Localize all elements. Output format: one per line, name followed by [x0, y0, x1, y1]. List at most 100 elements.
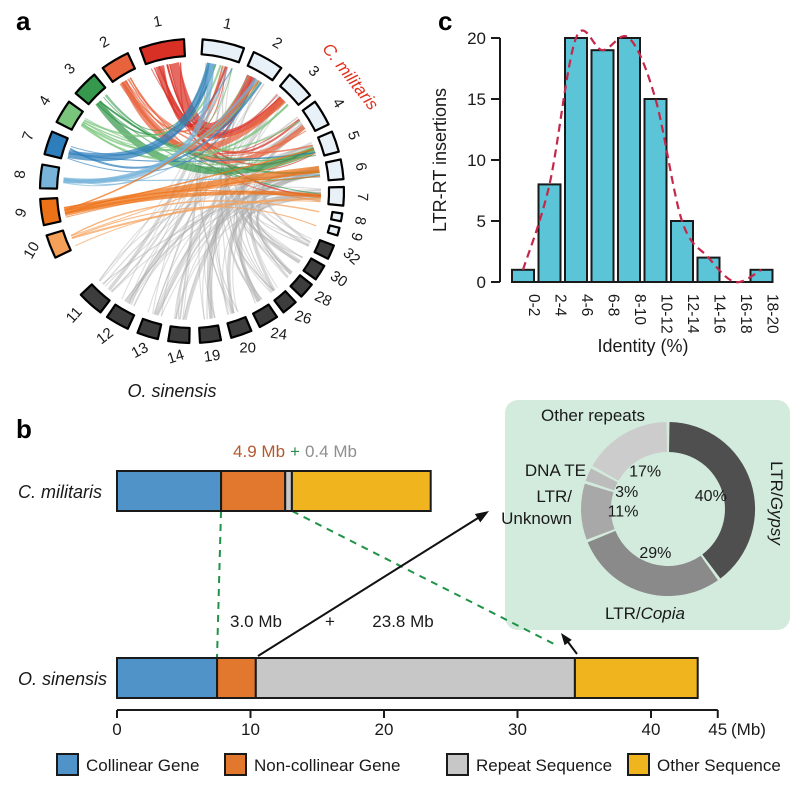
histogram-bars: [511, 37, 774, 284]
legend-label-other: Other Sequence: [657, 756, 781, 775]
synteny-link: [233, 127, 305, 303]
chromosome-segments: [38, 38, 346, 345]
annotation-c-militaris: 4.9 Mb +0.4 Mb: [233, 442, 357, 461]
chromosome-segment-3d3d3d: [252, 303, 279, 329]
synteny-link: [71, 197, 321, 240]
panel-c-histogram: c 0 5 10 15 20 0-2 2-4 4-6 6-8 8-10 10-12 12-14 14-…: [430, 6, 781, 356]
legend-swatch-noncollinear: [224, 753, 247, 776]
chromosome-segment-e9f1f8: [246, 51, 283, 82]
chromosome-segment-e9f1f8: [317, 130, 340, 157]
left-species-label: O. sinensis: [127, 381, 216, 401]
donut-slice-ltr-unknown: [581, 483, 615, 540]
synteny-link: [64, 148, 315, 212]
x-tick-label-20: 20: [375, 720, 394, 739]
chromosome-segment-d93025: [138, 38, 186, 66]
chromosome-segment-3d3d3d: [198, 324, 223, 344]
histogram-bar-2-4: [537, 183, 562, 283]
donut-slice-ltr-copia: [587, 530, 718, 597]
synteny-link: [174, 126, 305, 320]
mb-axis: 0 10 20 30 40 45: [112, 709, 727, 739]
chromosome-segment-3d3d3d: [302, 257, 326, 281]
synteny-link: [81, 80, 261, 152]
synteny-link: [71, 206, 317, 239]
o-sinensis-chr-label-4: 4: [36, 93, 55, 109]
o-sinensis-chr-label-1: 1: [152, 13, 163, 31]
row-species-o-sinensis: O. sinensis: [18, 669, 107, 689]
panel-c-letter: c: [438, 6, 452, 36]
synteny-link: [254, 174, 321, 240]
y-tick-label: 20: [467, 29, 486, 48]
synteny-link: [70, 200, 320, 237]
c-militaris-chr-label-1: 1: [222, 15, 234, 33]
histogram-bar-12-14: [670, 220, 694, 283]
legend-swatch-repeat: [446, 753, 469, 776]
chromosome-segment-36984d: [74, 73, 107, 106]
donut-pct-17: 17%: [629, 463, 661, 480]
synteny-link: [99, 100, 322, 195]
y-tick-label: 15: [467, 90, 486, 109]
synteny-link: [63, 79, 258, 185]
chromosome-segment-78b4d9: [38, 163, 61, 190]
x-tick-label-14-16: 14-16: [711, 294, 728, 334]
synteny-link: [156, 100, 285, 316]
o-sinensis-chr-label-12: 12: [93, 324, 117, 348]
c-militaris-chr-label-6: 6: [352, 161, 370, 172]
bar-segment-other: [290, 470, 432, 512]
synteny-link: [237, 189, 322, 302]
x-tick-label-10: 10: [241, 720, 260, 739]
arrow-to-junction-line: [567, 641, 578, 655]
annotation-o-sinensis-plus: +: [325, 612, 335, 631]
histogram-bar-8-10: [617, 37, 641, 283]
c-militaris-chr-label-3: 3: [305, 62, 323, 80]
o-sinensis-chr-label-19: 19: [203, 347, 222, 366]
histogram-axes: 0 5 10 15 20: [467, 29, 501, 292]
o-sinensis-chr-label-2: 2: [97, 33, 113, 52]
synteny-link: [95, 100, 316, 175]
green-dashed-connector-2: [291, 510, 559, 647]
synteny-link: [74, 200, 321, 247]
donut-slice-ltr-gypsy: [669, 422, 756, 579]
synteny-link: [64, 170, 320, 208]
arrow-to-inset-line: [257, 517, 479, 657]
axis-unit-label: (Mb): [731, 720, 766, 739]
green-dashed-connector-1: [216, 510, 222, 659]
chromosome-segment-ed7117: [39, 197, 62, 227]
donut-label-ltr-copia: LTR/Copia: [605, 604, 685, 623]
c-militaris-chr-label-2: 2: [269, 34, 285, 53]
connector-lines-and-arrows: [216, 510, 578, 659]
synteny-link: [63, 66, 229, 187]
chromosome-segment-3d3d3d: [136, 317, 163, 341]
chromosome-segment-3d3d3d: [289, 274, 313, 298]
c-militaris-chr-label-5: 5: [344, 129, 363, 142]
o-sinensis-chr-label-24: 24: [269, 325, 288, 344]
synteny-link: [222, 169, 320, 315]
x-tick-label-40: 40: [642, 720, 661, 739]
x-tick-label-45: 45: [708, 720, 727, 739]
synteny-link: [63, 78, 259, 184]
o-sinensis-chr-label-8: 8: [11, 169, 29, 179]
chromosome-segment-e9f1f8: [200, 38, 246, 64]
legend-swatch-collinear: [56, 753, 79, 776]
histogram-bar-0-2: [511, 268, 535, 283]
synteny-link: [111, 173, 321, 293]
bar-segment-collinear: [116, 470, 223, 512]
arrow-to-inset-head: [474, 511, 489, 523]
o-sinensis-chr-label-9: 9: [12, 206, 31, 220]
chromosome-segment-e9f1f8: [330, 210, 344, 223]
legend-label-collinear: Collinear Gene: [86, 756, 199, 775]
chromosome-segment-e9f1f8: [327, 185, 346, 207]
o-sinensis-chr-label-11: 11: [63, 304, 86, 327]
x-tick-label-8-10: 8-10: [631, 294, 648, 325]
x-tick-label-4-6: 4-6: [578, 294, 595, 316]
row-species-c-militaris: C. militaris: [18, 482, 102, 502]
x-tick-label-30: 30: [508, 720, 527, 739]
o-sinensis-chr-label-3: 3: [61, 60, 79, 78]
legend-label-noncollinear: Non-collinear Gene: [254, 756, 400, 775]
o-sinensis-chr-label-10: 10: [20, 239, 43, 262]
histogram-bar-6-8: [590, 49, 615, 284]
bar-segment-repeat: [284, 470, 293, 512]
y-axis-title: LTR-RT insertions: [430, 88, 450, 232]
chromosome-segment-2e7ebc: [43, 130, 69, 160]
o-sinensis-chr-label-32: 32: [340, 245, 364, 269]
